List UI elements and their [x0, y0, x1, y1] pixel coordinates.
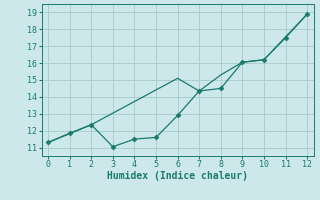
X-axis label: Humidex (Indice chaleur): Humidex (Indice chaleur): [107, 171, 248, 181]
